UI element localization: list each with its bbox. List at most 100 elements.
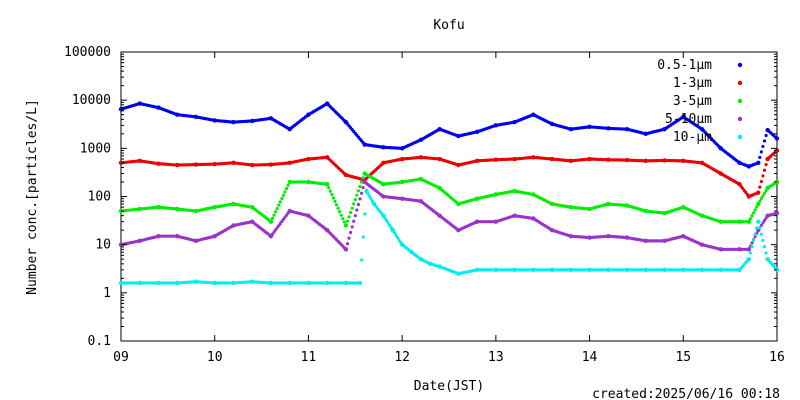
- data-trace-dot: [341, 217, 345, 221]
- data-trace-dot: [753, 232, 757, 236]
- data-point: [756, 190, 761, 195]
- data-trace-dot: [338, 210, 342, 214]
- data-trace-dot: [347, 236, 351, 240]
- data-trace-dot: [761, 194, 765, 198]
- data-trace-dot: [386, 221, 390, 225]
- data-trace-dot: [270, 216, 275, 220]
- data-trace-dot: [369, 197, 373, 201]
- data-trace-dot: [283, 190, 287, 194]
- data-trace-dot: [356, 189, 361, 193]
- data-trace-dot: [356, 202, 361, 207]
- data-trace-dot: [759, 197, 763, 201]
- data-trace-dot: [361, 186, 365, 190]
- data-point: [756, 201, 761, 207]
- data-trace-dot: [394, 233, 398, 237]
- data-trace-dot: [761, 221, 765, 225]
- y-tick-label: 1000: [80, 141, 111, 156]
- x-tick-label: 15: [675, 350, 691, 365]
- data-point: [774, 136, 780, 141]
- legend-label: 5-10μm: [665, 112, 712, 127]
- series-2: [118, 171, 780, 228]
- data-trace-dot: [352, 219, 356, 223]
- data-trace-dot: [395, 235, 400, 240]
- data-trace-dot: [355, 208, 359, 212]
- data-point: [756, 219, 761, 224]
- data-trace-dot: [392, 230, 396, 235]
- data-trace-dot: [388, 223, 392, 227]
- data-trace-dot: [761, 238, 765, 243]
- data-trace-dot: [345, 219, 350, 223]
- data-trace-dot: [753, 208, 757, 212]
- legend: 0.5-1μm 1-3μm 3-5μm 5-10μm 10-μm: [657, 58, 743, 145]
- data-trace-dot: [761, 174, 765, 178]
- data-trace-dot: [272, 213, 276, 217]
- data-point: [343, 247, 349, 252]
- data-trace-dot: [284, 187, 289, 191]
- y-tick-label: 10: [95, 238, 111, 253]
- data-trace-dot: [342, 220, 346, 224]
- data-trace-dot: [384, 218, 389, 223]
- data-point: [324, 182, 330, 187]
- x-tick-label: 11: [301, 350, 317, 365]
- legend-marker: [737, 116, 743, 122]
- y-tick-label: 100000: [64, 45, 111, 60]
- data-trace-dot: [274, 210, 278, 214]
- data-trace-dot: [334, 203, 339, 207]
- data-point: [268, 219, 274, 224]
- data-trace-dot: [355, 193, 359, 197]
- data-trace-dot: [286, 183, 290, 187]
- legend-label: 3-5μm: [673, 94, 712, 109]
- x-tick-label: 09: [113, 350, 129, 365]
- data-trace-dot: [755, 205, 759, 209]
- data-trace-dot: [762, 139, 767, 143]
- y-tick-label: 10000: [72, 93, 111, 108]
- axis-ticks: 09 10 11 12 13 14 15 16 0.1 1 10 100 1000 10000 100000: [64, 45, 785, 365]
- data-trace-dot: [327, 186, 331, 190]
- data-point: [746, 247, 752, 252]
- x-tick-label: 14: [582, 350, 598, 365]
- data-trace-dot: [751, 211, 756, 215]
- data-trace-dot: [330, 192, 334, 197]
- data-point: [343, 223, 349, 228]
- data-trace-dot: [397, 238, 401, 242]
- data-trace-dot: [281, 193, 286, 197]
- data-trace-dot: [347, 215, 351, 219]
- created-timestamp: created:2025/06/16 00:18: [592, 387, 780, 400]
- data-trace-dot: [758, 199, 762, 203]
- data-trace-dot: [366, 192, 370, 196]
- data-point: [756, 160, 761, 166]
- data-trace-dot: [361, 235, 365, 239]
- data-point: [746, 219, 752, 224]
- data-trace-dot: [759, 179, 763, 184]
- data-trace-dot: [359, 191, 364, 195]
- data-trace-dot: [278, 200, 282, 204]
- x-tick-label: 10: [207, 350, 223, 365]
- data-trace-dot: [748, 251, 753, 255]
- data-trace-dot: [328, 189, 332, 193]
- legend-label: 0.5-1μm: [657, 58, 712, 73]
- y-tick-label: 0.1: [88, 334, 111, 349]
- data-trace-dot: [762, 245, 767, 249]
- data-trace-dot: [764, 133, 768, 138]
- data-trace-dot: [761, 144, 765, 149]
- data-trace-dot: [360, 258, 364, 262]
- x-tick-label: 16: [769, 350, 785, 365]
- y-tick-label: 100: [88, 190, 111, 205]
- data-trace-dot: [762, 218, 767, 223]
- legend-marker: [737, 98, 743, 104]
- data-trace-dot: [353, 197, 357, 202]
- data-trace-dot: [383, 216, 387, 220]
- legend-label: 1-3μm: [673, 76, 712, 91]
- series-4: [118, 188, 780, 286]
- data-trace-dot: [358, 197, 362, 201]
- data-trace-dot: [336, 206, 340, 210]
- data-trace-dot: [758, 226, 762, 230]
- data-trace-dot: [758, 185, 762, 189]
- series-0: [118, 101, 780, 169]
- data-trace-dot: [750, 214, 754, 218]
- data-trace-dot: [750, 241, 754, 245]
- legend-label: 10-μm: [673, 130, 712, 145]
- x-tick-label: 13: [488, 350, 504, 365]
- data-trace-dot: [751, 238, 756, 243]
